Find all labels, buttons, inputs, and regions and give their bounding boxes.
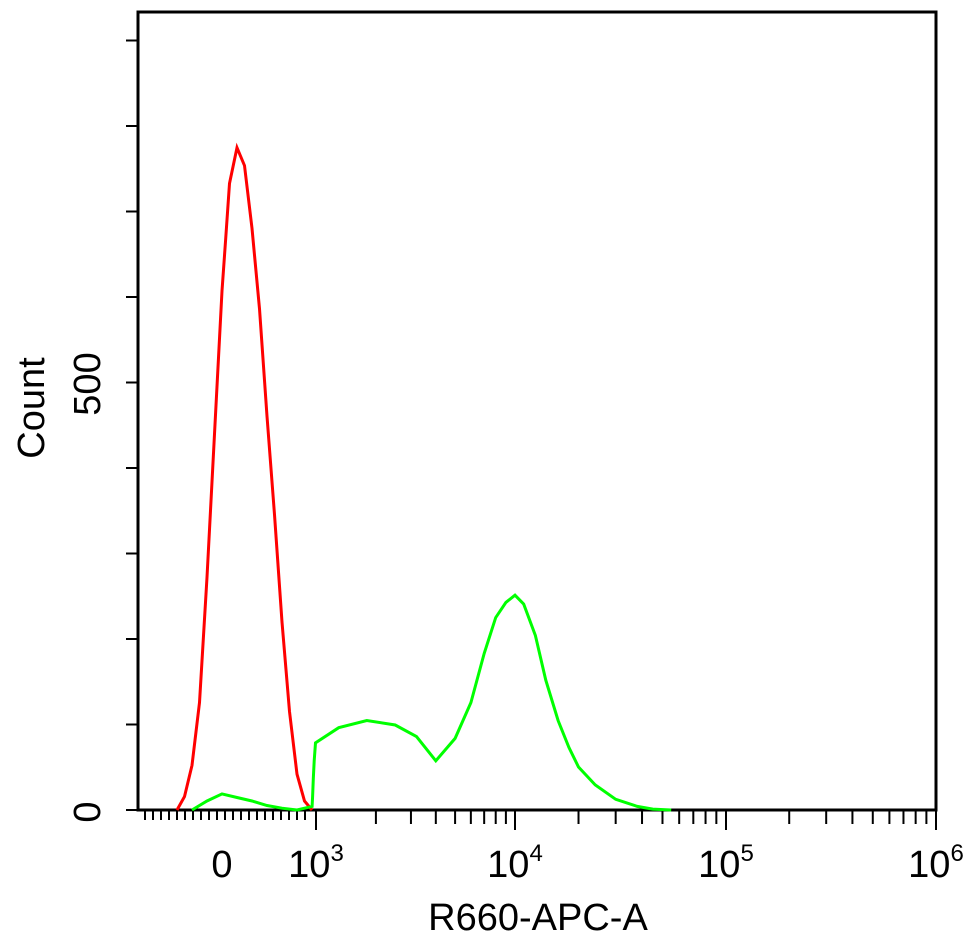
- x-tick-label: 105: [698, 840, 754, 886]
- x-tick-label: 103: [288, 840, 344, 886]
- y-axis-ticks: [126, 39, 138, 811]
- series-layer: [175, 142, 672, 812]
- x-tick-exponent: 3: [330, 840, 343, 867]
- x-axis-title: R660-APC-A: [428, 897, 648, 939]
- x-tick-label: 0: [211, 844, 232, 886]
- y-tick-label-0: 0: [67, 801, 109, 822]
- x-tick-exponent: 4: [529, 840, 542, 867]
- y-tick-label-500: 500: [67, 352, 109, 415]
- x-tick-exponent: 6: [950, 840, 963, 867]
- histogram-series-1: [191, 593, 672, 812]
- x-axis-ticks: [144, 810, 937, 830]
- x-tick-exponent: 5: [740, 840, 753, 867]
- histogram-series-0: [175, 142, 314, 811]
- x-tick-label: 106: [908, 840, 964, 886]
- x-axis-tick-labels: 0 103 104 105 106: [211, 840, 963, 886]
- y-axis-title: Count: [11, 357, 53, 459]
- plot-frame: [136, 10, 938, 812]
- x-tick-label: 104: [487, 840, 543, 886]
